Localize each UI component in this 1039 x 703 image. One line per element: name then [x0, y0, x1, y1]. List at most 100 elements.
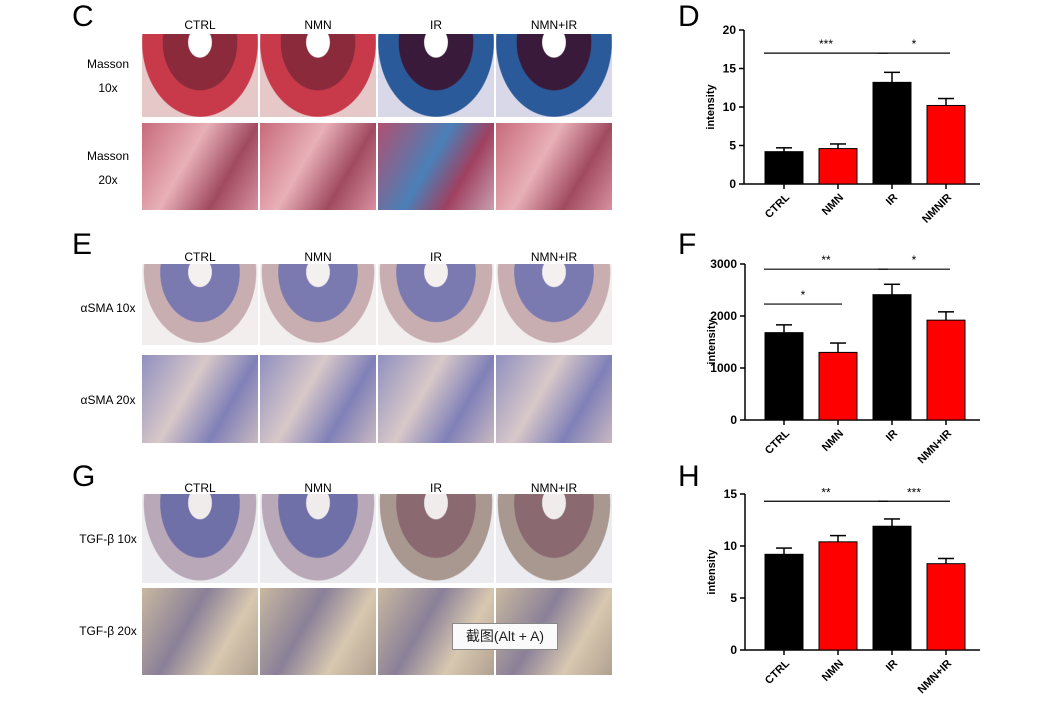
histology-image [378, 34, 494, 117]
significance-label: * [801, 288, 806, 302]
y-axis-label: intensity [705, 84, 717, 130]
y-axis-label: intensity [706, 319, 718, 365]
bar [872, 525, 912, 651]
x-tick-label: NMN [820, 192, 846, 218]
bar [926, 563, 966, 651]
y-tick-label: 15 [723, 62, 737, 76]
row-label-mag: 20x [98, 173, 118, 187]
histology-image [496, 355, 612, 443]
y-tick-label: 0 [730, 643, 737, 657]
bar [872, 81, 912, 185]
histology-image [496, 34, 612, 117]
column-label: CTRL [184, 481, 216, 495]
histology-image [496, 264, 612, 345]
y-tick-label: 2000 [710, 309, 737, 323]
histology-image [496, 123, 612, 210]
x-tick-label: NMN [820, 658, 846, 684]
column-label: NMN+IR [530, 18, 578, 32]
bar [764, 151, 804, 185]
y-tick-label: 15 [724, 487, 738, 501]
x-tick-label: IR [884, 658, 900, 674]
histology-image [378, 355, 494, 443]
column-label: NMN [304, 18, 332, 32]
panel-label-e: E [72, 228, 93, 261]
histology-image [496, 494, 612, 583]
panel-label-h: H [678, 460, 700, 493]
column-label: CTRL [184, 250, 216, 264]
bar [764, 553, 804, 651]
y-tick-label: 0 [729, 177, 736, 191]
y-tick-label: 5 [730, 591, 737, 605]
row-label: TGF-β 20x [79, 624, 137, 638]
y-tick-label: 10 [724, 539, 738, 553]
histology-image [260, 494, 376, 583]
row-label-stain: Masson [86, 57, 130, 71]
bar [764, 332, 804, 421]
histology-image [260, 123, 376, 210]
panel-label-c: C [72, 0, 94, 33]
significance-label: ** [821, 253, 831, 267]
column-label: NMN [304, 250, 332, 264]
x-tick-label: IR [884, 428, 900, 444]
column-label: IR [430, 481, 442, 495]
x-tick-label: CTRL [763, 427, 792, 456]
x-tick-label: CTRL [763, 191, 792, 220]
histology-image [378, 123, 494, 210]
y-tick-label: 20 [723, 23, 737, 37]
y-tick-label: 5 [729, 139, 736, 153]
bar [818, 351, 858, 421]
panel-label-g: G [72, 460, 96, 493]
row-label: Masson 10x [78, 52, 138, 100]
significance-label: ** [821, 485, 831, 499]
column-label: CTRL [184, 18, 216, 32]
y-tick-label: 3000 [710, 257, 737, 271]
row-label-mag: 10x [98, 81, 118, 95]
histology-image [142, 34, 258, 117]
histology-image [260, 264, 376, 345]
panel-label-d: D [678, 0, 700, 33]
histology-image [142, 123, 258, 210]
histology-image [378, 264, 494, 345]
x-tick-label: NMN+IR [916, 428, 955, 467]
column-label: NMN [304, 481, 332, 495]
y-tick-label: 0 [730, 413, 737, 427]
column-label: IR [430, 250, 442, 264]
row-label: αSMA 10x [80, 301, 136, 315]
significance-label: * [912, 37, 917, 51]
significance-label: *** [819, 37, 833, 51]
bar [872, 294, 912, 421]
y-tick-label: 10 [723, 100, 737, 114]
row-label-stain: Masson [86, 149, 130, 163]
y-axis-label: intensity [706, 549, 718, 595]
histology-image [260, 588, 376, 675]
bar [926, 319, 966, 421]
histology-image [142, 494, 258, 583]
bar [926, 104, 966, 185]
histology-image [142, 588, 258, 675]
row-label: αSMA 20x [80, 393, 136, 407]
histology-image [142, 355, 258, 443]
bar [818, 148, 858, 185]
histology-image [378, 494, 494, 583]
x-tick-label: NMN+IR [916, 658, 955, 697]
x-tick-label: NMN [820, 428, 846, 454]
column-label: NMN+IR [530, 250, 578, 264]
row-label: Masson 20x [78, 144, 138, 192]
x-tick-label: NMNIR [920, 192, 954, 226]
significance-label: *** [907, 485, 921, 499]
significance-label: * [912, 253, 917, 267]
panel-label-f: F [678, 228, 697, 261]
column-label: NMN+IR [530, 481, 578, 495]
histology-image [260, 34, 376, 117]
screenshot-tooltip: 截图(Alt + A) [452, 623, 558, 650]
column-label: IR [430, 18, 442, 32]
histology-image [142, 264, 258, 345]
row-label: TGF-β 10x [79, 532, 137, 546]
x-tick-label: CTRL [763, 657, 792, 686]
bar [818, 541, 858, 651]
y-tick-label: 1000 [710, 361, 737, 375]
x-tick-label: IR [884, 192, 900, 208]
histology-image [260, 355, 376, 443]
